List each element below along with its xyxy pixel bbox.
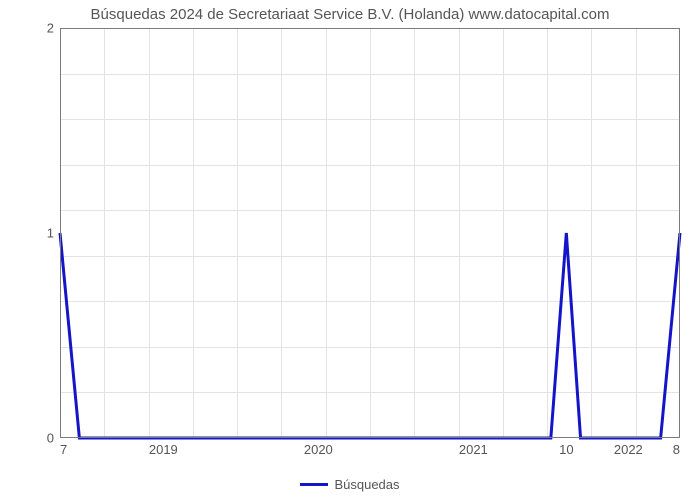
x-annotation: 8 [673,438,680,457]
x-tick-label: 2022 [614,438,643,457]
y-tick-label: 1 [47,226,60,241]
plot-area: 012 2019202020212022 7108 [60,28,680,438]
x-tick-label: 2021 [459,438,488,457]
chart-container: Búsquedas 2024 de Secretariaat Service B… [0,0,700,500]
x-annotation: 7 [60,438,67,457]
series-line [60,28,680,438]
y-tick-label: 0 [47,431,60,446]
x-annotation: 10 [559,438,573,457]
legend: Búsquedas [0,476,700,492]
x-tick-label: 2020 [304,438,333,457]
legend-swatch [300,483,328,486]
legend-label: Búsquedas [334,477,399,492]
y-tick-label: 2 [47,21,60,36]
x-tick-label: 2019 [149,438,178,457]
chart-title: Búsquedas 2024 de Secretariaat Service B… [0,6,700,23]
